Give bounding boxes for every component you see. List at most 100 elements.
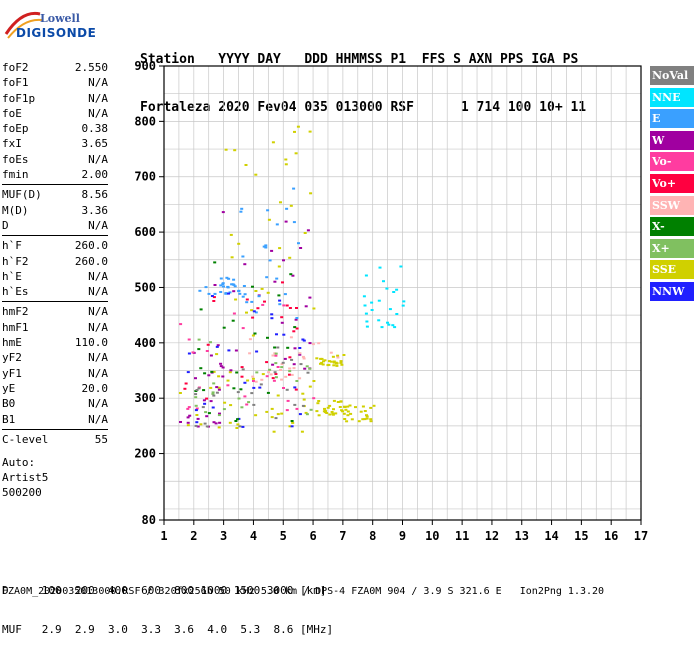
param-row: B0 N/A <box>2 396 108 411</box>
data-point-sse <box>343 406 347 408</box>
data-point-vo <box>295 407 299 410</box>
data-point-e <box>242 285 246 287</box>
data-point-w <box>270 249 274 252</box>
data-point-vo <box>288 356 292 359</box>
data-point-w <box>219 365 223 368</box>
data-point-vo <box>285 304 289 307</box>
data-point-x <box>234 420 238 422</box>
data-point-sse <box>339 361 343 364</box>
data-point-sse <box>326 364 330 367</box>
data-point-nnw <box>278 299 282 302</box>
param-row: hmF1 N/A <box>2 320 108 335</box>
param-row: hmE 110.0 <box>2 335 108 350</box>
y-tick-label: 80 <box>142 513 156 527</box>
data-point-e <box>222 285 225 288</box>
data-point-w <box>221 366 225 369</box>
y-tick-label: 300 <box>134 391 156 405</box>
data-point-nnw <box>252 386 256 389</box>
data-point-x <box>240 406 244 409</box>
data-point-nne <box>387 323 391 326</box>
param-value: N/A <box>88 76 108 90</box>
data-point-sse <box>235 427 239 429</box>
data-point-vo <box>292 330 296 333</box>
data-point-ssw <box>254 380 258 383</box>
data-point-x <box>309 408 313 411</box>
y-tick-label: 400 <box>134 336 156 350</box>
param-separator <box>2 301 108 303</box>
y-tick-label: 900 <box>134 59 156 73</box>
param-value: N/A <box>88 269 108 283</box>
data-point-ssw <box>311 343 315 346</box>
data-point-w <box>217 388 221 391</box>
data-point-sse <box>229 233 233 236</box>
data-point-nnw <box>194 409 198 412</box>
legend-entry-vo: Vo+ <box>650 173 694 193</box>
data-point-vo <box>281 281 284 284</box>
data-point-sse <box>284 163 288 166</box>
data-point-noval <box>301 404 305 407</box>
data-point-x <box>217 414 221 417</box>
data-point-sse <box>340 363 344 366</box>
data-point-sse <box>346 405 350 408</box>
data-point-e <box>275 223 279 226</box>
data-point-e <box>225 276 229 279</box>
data-point-x <box>210 370 214 373</box>
data-point-sse <box>309 192 313 195</box>
data-point-ssw <box>248 352 252 355</box>
data-point-sse <box>369 418 373 421</box>
data-point-ssw <box>301 355 305 358</box>
data-point-nne <box>401 304 405 307</box>
logo-text-digisonde: DIGISONDE <box>16 26 97 40</box>
data-point-nne <box>395 313 399 315</box>
data-point-ssw <box>280 363 284 366</box>
data-point-x <box>253 332 257 335</box>
data-point-nnw <box>258 386 262 389</box>
param-value: 8.56 <box>81 188 109 202</box>
data-point-noval <box>285 388 289 391</box>
data-point-sse <box>341 410 345 413</box>
data-point-nnw <box>210 295 214 297</box>
legend-entry-ssw: SSW <box>650 195 694 215</box>
auto-scaling-note: Auto: <box>2 456 36 470</box>
data-point-e <box>232 283 236 286</box>
param-name: yE <box>2 381 16 395</box>
data-point-vo <box>186 407 190 410</box>
data-point-nne <box>380 326 384 329</box>
data-point-sse <box>327 360 331 363</box>
logo-text-lowell: Lowell <box>40 12 80 25</box>
data-point-ssw <box>284 375 288 378</box>
data-point-sse <box>278 247 282 250</box>
data-point-sse <box>331 355 335 358</box>
data-point-nnw <box>203 402 207 405</box>
data-point-sse <box>308 385 312 388</box>
param-value: 0.38 <box>81 122 109 136</box>
data-point-noval <box>290 358 294 361</box>
data-point-nnw <box>227 292 230 295</box>
param-row: foF1p N/A <box>2 91 108 106</box>
data-point-e <box>241 295 245 298</box>
data-point-nnw <box>298 347 302 349</box>
data-point-w <box>186 416 190 419</box>
data-point-sse <box>372 404 376 407</box>
data-point-w <box>243 263 247 266</box>
data-point-sse <box>266 291 270 294</box>
data-point-x <box>194 396 198 399</box>
data-point-x <box>202 389 206 392</box>
data-point-sse <box>322 360 325 363</box>
data-point-noval <box>195 389 199 391</box>
x-tick-label: 6 <box>309 529 316 543</box>
param-row: MUF(D) 8.56 <box>2 187 108 202</box>
data-point-x <box>266 336 269 339</box>
param-name: MUF(D) <box>2 188 42 202</box>
data-point-sse <box>260 287 264 290</box>
data-point-ssw <box>279 369 283 371</box>
x-tick-label: 15 <box>574 529 588 543</box>
param-value: 3.65 <box>81 137 109 151</box>
data-point-w <box>303 367 307 370</box>
data-point-vo <box>286 399 290 402</box>
data-point-w <box>188 414 192 417</box>
data-point-vo <box>187 338 191 341</box>
data-point-w <box>209 354 213 357</box>
param-row: D N/A <box>2 218 108 233</box>
param-name: B1 <box>2 412 16 426</box>
